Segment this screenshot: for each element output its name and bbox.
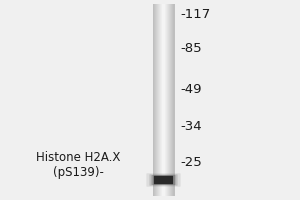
- FancyBboxPatch shape: [146, 173, 181, 187]
- Bar: [162, 4, 164, 196]
- Bar: [160, 4, 162, 196]
- Text: Histone H2A.X: Histone H2A.X: [36, 151, 120, 164]
- Bar: [164, 4, 165, 196]
- Text: (pS139)-: (pS139)-: [52, 166, 104, 179]
- Bar: [169, 4, 170, 196]
- Bar: [153, 4, 154, 196]
- Bar: [159, 4, 160, 196]
- Bar: [161, 4, 163, 196]
- FancyBboxPatch shape: [149, 174, 178, 186]
- Text: -49: -49: [180, 83, 202, 96]
- Bar: [156, 4, 157, 196]
- Bar: [168, 4, 169, 196]
- Bar: [157, 4, 158, 196]
- Bar: [154, 4, 155, 196]
- Text: -117: -117: [180, 7, 210, 21]
- Bar: [165, 4, 166, 196]
- Text: -25: -25: [180, 156, 202, 168]
- Bar: [173, 4, 175, 196]
- Bar: [158, 4, 160, 196]
- Bar: [166, 4, 167, 196]
- FancyBboxPatch shape: [152, 175, 176, 185]
- Bar: [170, 4, 171, 196]
- Bar: [172, 4, 173, 196]
- Bar: [155, 4, 156, 196]
- Bar: [167, 4, 168, 196]
- FancyBboxPatch shape: [154, 176, 173, 184]
- Text: -85: -85: [180, 42, 202, 54]
- Text: -34: -34: [180, 119, 202, 132]
- Bar: [171, 4, 172, 196]
